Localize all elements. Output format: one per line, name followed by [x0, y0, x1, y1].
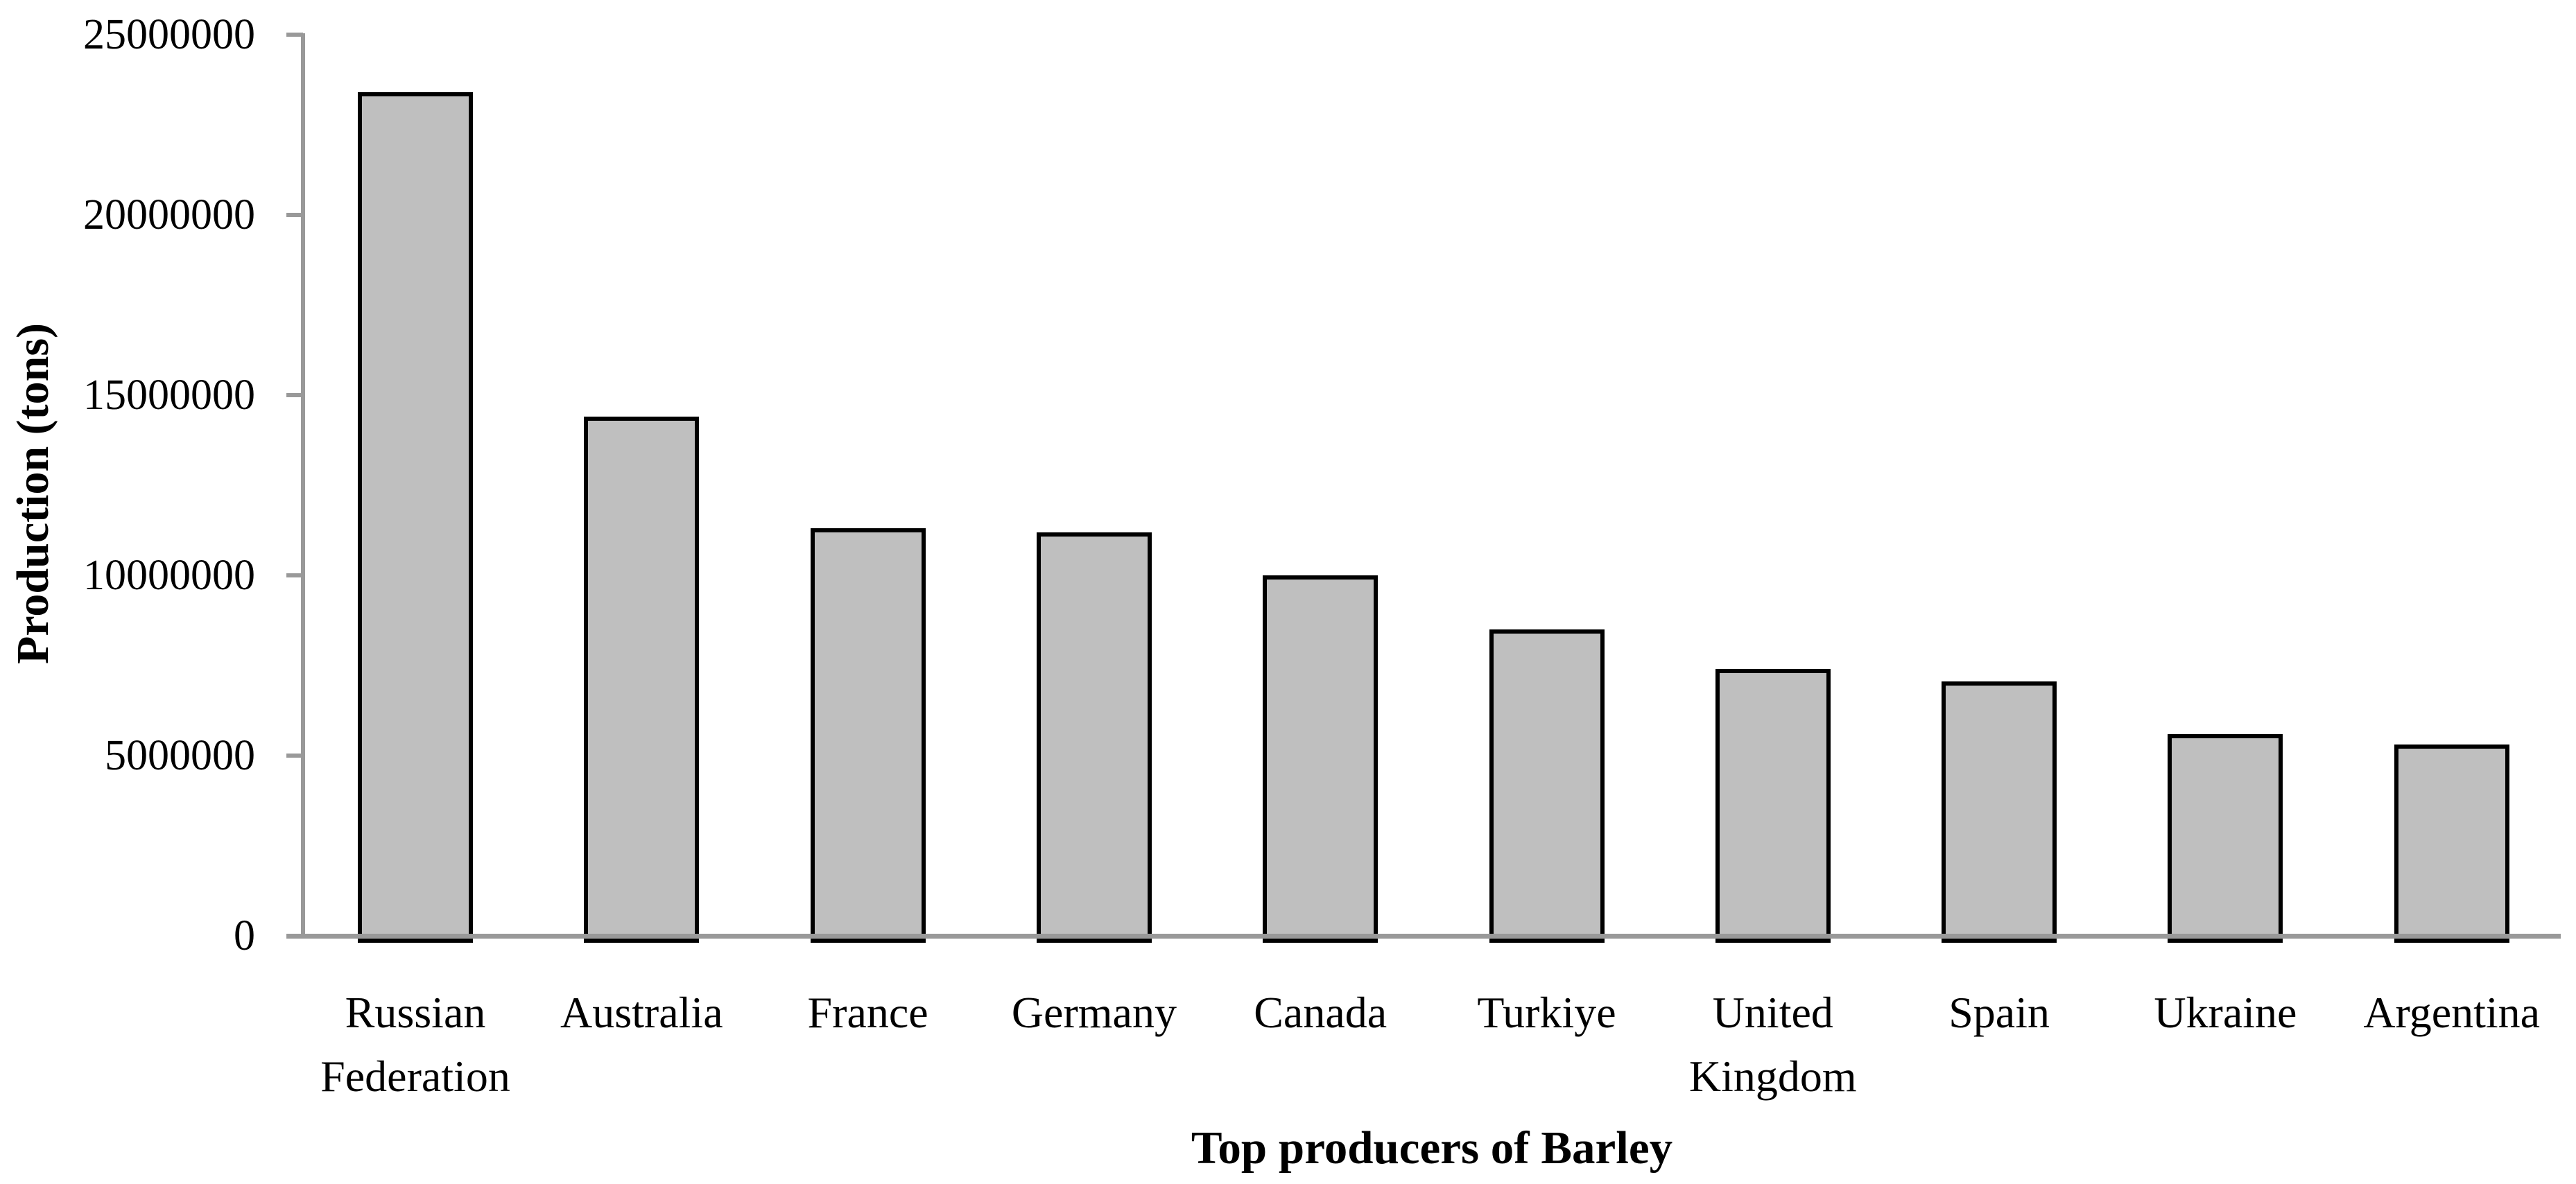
- y-tick-mark: [286, 213, 303, 217]
- bar-spain: [1942, 681, 2057, 943]
- bar-ukraine: [2168, 733, 2283, 943]
- x-category-label: Ukraine: [2154, 988, 2297, 1037]
- x-category-label: Canada: [1254, 988, 1388, 1037]
- bar-canada: [1263, 575, 1378, 943]
- y-tick-mark: [286, 573, 303, 577]
- y-tick-label: 25000000: [83, 11, 255, 58]
- y-tick-label: 15000000: [83, 372, 255, 419]
- x-category-label: Spain: [1948, 988, 2050, 1037]
- x-axis-baseline: [286, 934, 2561, 939]
- y-tick-label: 10000000: [83, 552, 255, 599]
- bar-australia: [584, 417, 700, 943]
- bar-russian-federation: [358, 92, 473, 943]
- bar-argentina: [2394, 745, 2509, 943]
- x-category-label: Argentina: [2363, 988, 2541, 1037]
- bar-france: [810, 528, 926, 943]
- bar-united-kingdom: [1715, 669, 1831, 943]
- y-axis-line: [301, 33, 305, 939]
- x-axis-title: Top producers of Barley: [1191, 1122, 1673, 1174]
- bar-turkiye: [1489, 629, 1605, 943]
- x-category-label: United Kingdom: [1688, 988, 1857, 1101]
- x-category-label: Germany: [1011, 988, 1177, 1037]
- y-tick-label: 0: [234, 912, 255, 959]
- x-category-label: France: [807, 988, 928, 1037]
- x-category-label: Turkiye: [1477, 988, 1616, 1037]
- y-tick-mark: [286, 393, 303, 397]
- y-tick-label: 20000000: [83, 191, 255, 238]
- y-tick-mark: [286, 754, 303, 758]
- x-category-label: Russian Federation: [320, 988, 510, 1101]
- y-tick-mark: [286, 33, 303, 37]
- y-tick-label: 5000000: [105, 732, 255, 779]
- bar-germany: [1036, 532, 1152, 943]
- x-category-label: Australia: [560, 988, 723, 1037]
